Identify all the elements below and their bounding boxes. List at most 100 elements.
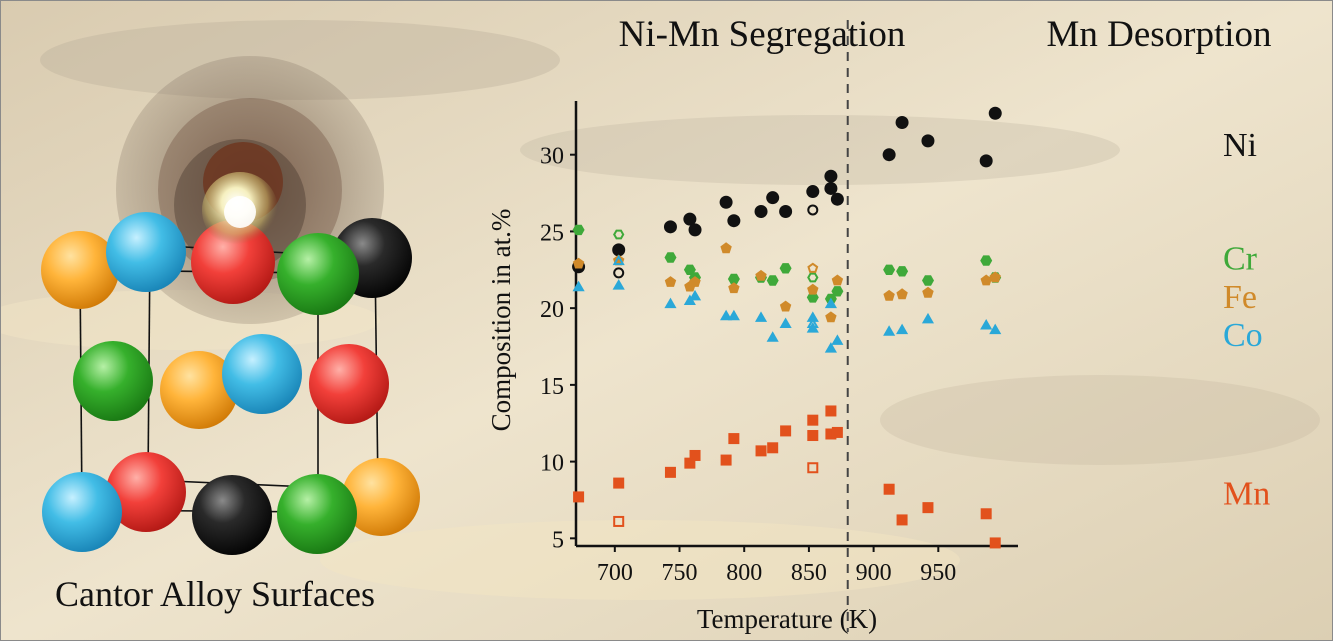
atom-red — [106, 452, 186, 532]
point-co — [720, 309, 733, 321]
point-ni — [779, 204, 793, 218]
point-co — [989, 323, 1002, 335]
stm-tip-glow — [202, 172, 278, 248]
point-ni — [824, 181, 838, 195]
atom-green — [73, 341, 153, 421]
y-tick-label: 20 — [540, 297, 564, 323]
point-co — [824, 297, 837, 309]
x-tick-label: 800 — [726, 560, 762, 586]
point-fe — [825, 311, 837, 323]
point-mn — [573, 491, 585, 503]
point-ni — [806, 185, 820, 199]
point-mn — [922, 502, 934, 514]
open-point-fe — [807, 262, 819, 273]
point-co — [572, 280, 585, 292]
point-fe — [883, 289, 895, 301]
point-ni — [727, 214, 741, 228]
point-mn — [728, 433, 740, 445]
y-tick-label: 10 — [540, 451, 564, 477]
legend-label-co: Co — [1223, 317, 1263, 354]
atom-green — [277, 474, 357, 554]
point-ni — [921, 134, 935, 148]
point-fe — [980, 274, 992, 286]
point-mn — [825, 405, 837, 417]
point-ni — [766, 191, 780, 205]
point-ni — [683, 212, 697, 226]
atom-red — [309, 344, 389, 424]
point-fe — [572, 257, 585, 269]
point-fe — [755, 269, 767, 281]
point-cr — [766, 275, 779, 286]
open-point-cr — [807, 272, 819, 283]
atom-blue — [106, 212, 186, 292]
image-caption: Cantor Alloy Surfaces — [55, 574, 375, 614]
open-point-mn — [807, 462, 819, 474]
point-ni — [754, 204, 768, 218]
point-mn — [755, 445, 767, 457]
open-point-mn — [613, 515, 625, 527]
point-co — [883, 325, 896, 336]
point-mn — [989, 537, 1001, 549]
open-point-cr — [613, 229, 625, 240]
point-co — [612, 279, 625, 290]
point-mn — [807, 414, 819, 426]
point-ni — [882, 148, 896, 162]
x-tick-label: 700 — [597, 560, 633, 586]
point-fe — [728, 282, 740, 294]
point-co — [831, 334, 844, 345]
point-mn — [883, 483, 895, 495]
point-ni — [824, 169, 838, 183]
point-ni — [988, 106, 1002, 120]
point-mn — [831, 426, 843, 438]
point-fe — [896, 288, 908, 300]
atom-green — [277, 233, 359, 315]
point-mn — [807, 430, 819, 442]
atom-orange — [41, 231, 119, 309]
point-mn — [980, 508, 992, 520]
point-cr — [922, 275, 934, 286]
open-point-co — [806, 317, 819, 328]
point-fe — [779, 300, 792, 312]
point-co — [824, 342, 837, 353]
open-point-ni — [613, 267, 625, 279]
y-axis-label: Composition in at.% — [486, 209, 516, 432]
point-fe — [922, 286, 934, 298]
point-fe — [664, 276, 677, 287]
point-mn — [689, 449, 701, 461]
y-tick-label: 25 — [540, 220, 564, 246]
x-tick-label: 750 — [662, 560, 698, 586]
x-axis-label: Temperature (K) — [697, 604, 877, 634]
point-ni — [719, 195, 733, 209]
point-fe — [720, 242, 732, 254]
point-cr — [806, 292, 819, 303]
region-title-left: Ni-Mn Segregation — [619, 14, 906, 55]
point-cr — [572, 224, 585, 236]
atom-orange — [160, 351, 238, 429]
atom-black — [192, 475, 272, 555]
point-co — [921, 312, 934, 324]
y-tick-label: 30 — [540, 144, 564, 170]
point-ni — [688, 223, 702, 237]
point-fe — [807, 283, 819, 295]
point-fe — [989, 271, 1001, 283]
point-mn — [684, 457, 696, 469]
point-ni — [612, 243, 626, 257]
open-point-ni — [807, 204, 819, 216]
point-ni — [830, 192, 844, 206]
region-title-right: Mn Desorption — [1046, 14, 1271, 55]
x-tick-label: 950 — [920, 560, 956, 586]
point-co — [779, 317, 792, 328]
y-tick-label: 5 — [552, 527, 564, 553]
point-cr — [779, 263, 792, 274]
point-mn — [767, 442, 779, 454]
point-co — [755, 311, 768, 322]
point-ni — [663, 220, 677, 234]
atom-blue — [42, 472, 122, 552]
point-co — [689, 289, 702, 301]
point-co — [806, 311, 819, 322]
legend-label-mn: Mn — [1223, 475, 1270, 512]
open-point-co — [612, 254, 625, 266]
